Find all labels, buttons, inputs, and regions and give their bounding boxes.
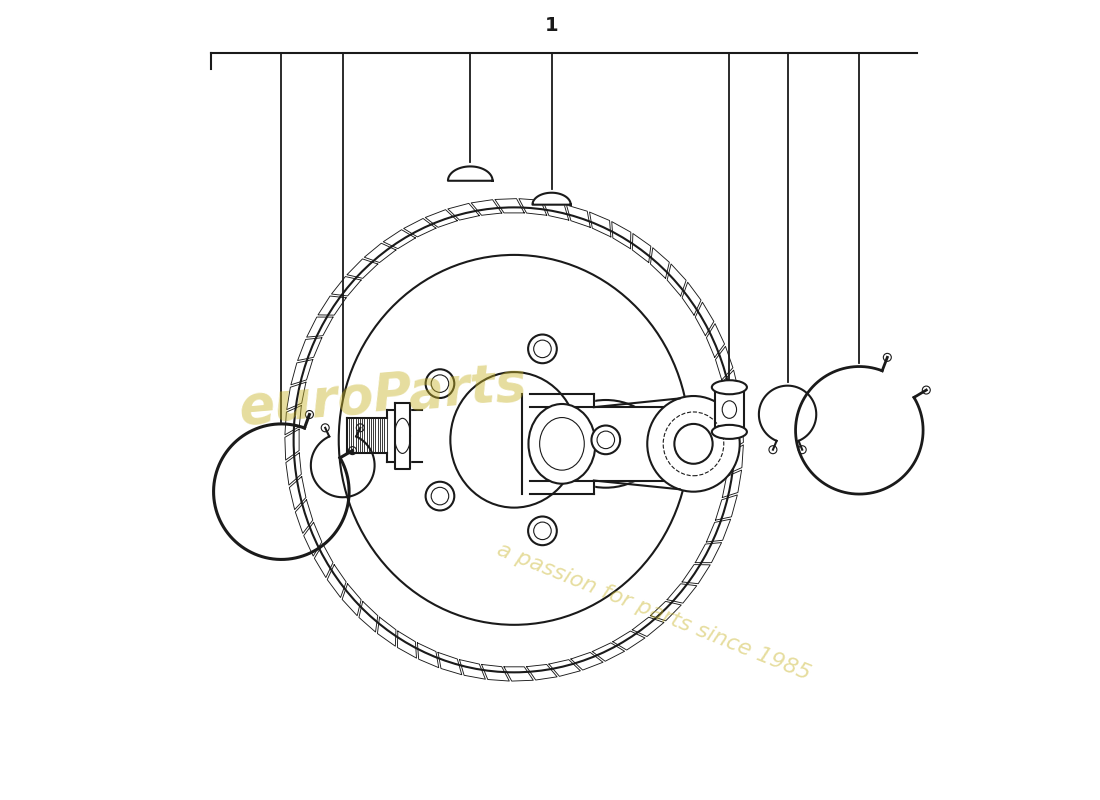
Text: euroParts: euroParts xyxy=(236,358,529,434)
Polygon shape xyxy=(342,584,361,616)
Polygon shape xyxy=(530,407,693,481)
Polygon shape xyxy=(566,205,591,227)
Polygon shape xyxy=(397,631,417,658)
Polygon shape xyxy=(715,495,737,520)
Polygon shape xyxy=(613,631,645,650)
Circle shape xyxy=(528,334,557,363)
Polygon shape xyxy=(395,403,409,469)
Polygon shape xyxy=(723,370,739,403)
Polygon shape xyxy=(417,643,439,668)
Polygon shape xyxy=(404,218,436,237)
Polygon shape xyxy=(359,602,377,632)
Polygon shape xyxy=(650,248,669,278)
Ellipse shape xyxy=(712,425,747,439)
Polygon shape xyxy=(632,234,651,262)
Circle shape xyxy=(528,517,557,545)
Polygon shape xyxy=(571,653,603,670)
Polygon shape xyxy=(695,302,714,336)
Polygon shape xyxy=(471,200,502,215)
Polygon shape xyxy=(298,338,322,361)
Polygon shape xyxy=(438,653,462,674)
Polygon shape xyxy=(695,542,722,562)
Polygon shape xyxy=(682,565,711,584)
Polygon shape xyxy=(482,665,509,681)
Polygon shape xyxy=(383,230,416,249)
Polygon shape xyxy=(304,522,322,556)
Polygon shape xyxy=(590,212,610,237)
Polygon shape xyxy=(448,203,480,220)
Polygon shape xyxy=(715,346,733,380)
Polygon shape xyxy=(460,660,485,679)
Polygon shape xyxy=(519,198,547,215)
Polygon shape xyxy=(346,259,377,278)
Polygon shape xyxy=(706,324,725,358)
Polygon shape xyxy=(327,565,346,598)
Polygon shape xyxy=(723,470,741,498)
Polygon shape xyxy=(346,418,386,454)
Polygon shape xyxy=(290,359,312,385)
Polygon shape xyxy=(495,198,525,213)
Polygon shape xyxy=(682,282,701,315)
Polygon shape xyxy=(285,406,301,435)
Polygon shape xyxy=(318,296,346,315)
Ellipse shape xyxy=(339,255,690,625)
Polygon shape xyxy=(287,382,306,410)
Circle shape xyxy=(426,370,454,398)
Polygon shape xyxy=(364,243,396,262)
Polygon shape xyxy=(715,387,744,432)
Polygon shape xyxy=(729,420,744,450)
Polygon shape xyxy=(667,264,686,296)
Polygon shape xyxy=(286,453,301,485)
Ellipse shape xyxy=(551,400,660,488)
Ellipse shape xyxy=(712,380,747,394)
Polygon shape xyxy=(527,665,557,680)
Polygon shape xyxy=(315,544,333,578)
Polygon shape xyxy=(426,210,458,227)
Polygon shape xyxy=(285,429,299,460)
Ellipse shape xyxy=(450,372,578,508)
Polygon shape xyxy=(549,660,581,676)
Polygon shape xyxy=(667,584,696,603)
Polygon shape xyxy=(331,277,361,296)
Ellipse shape xyxy=(528,404,595,484)
Polygon shape xyxy=(530,394,594,494)
Polygon shape xyxy=(532,193,571,205)
Polygon shape xyxy=(289,477,306,510)
Polygon shape xyxy=(706,519,730,542)
Polygon shape xyxy=(307,317,333,337)
Polygon shape xyxy=(632,617,664,637)
Polygon shape xyxy=(612,222,630,249)
Polygon shape xyxy=(295,500,312,534)
Ellipse shape xyxy=(540,418,584,470)
Polygon shape xyxy=(609,400,707,418)
Ellipse shape xyxy=(294,207,735,672)
Polygon shape xyxy=(592,643,625,662)
Polygon shape xyxy=(386,410,422,462)
Polygon shape xyxy=(504,667,534,681)
Polygon shape xyxy=(448,166,493,181)
Text: a passion for parts since 1985: a passion for parts since 1985 xyxy=(494,539,813,683)
Polygon shape xyxy=(650,602,681,621)
Polygon shape xyxy=(377,617,396,646)
Circle shape xyxy=(592,426,620,454)
Circle shape xyxy=(426,482,454,510)
Polygon shape xyxy=(543,201,569,220)
Polygon shape xyxy=(727,394,742,426)
Text: 1: 1 xyxy=(544,16,559,35)
Polygon shape xyxy=(727,445,744,474)
Ellipse shape xyxy=(647,396,739,492)
